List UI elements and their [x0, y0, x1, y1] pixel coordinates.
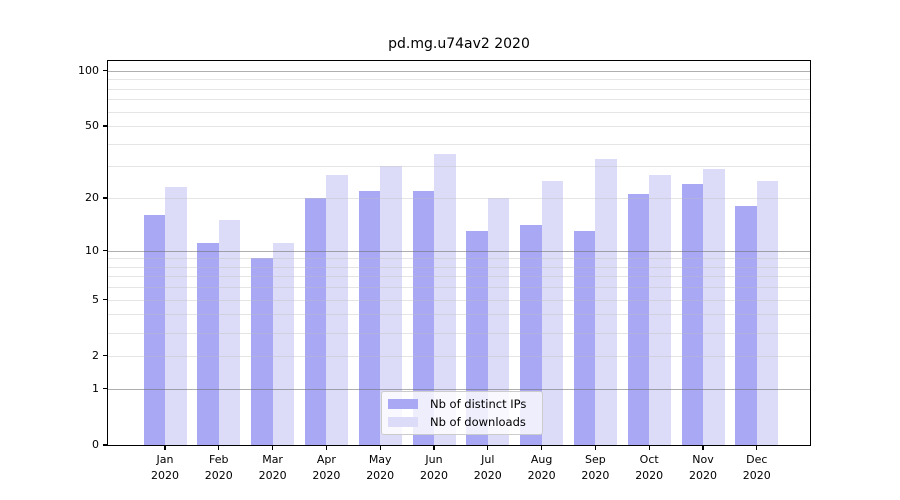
y-tick-label-5: 5	[92, 292, 99, 306]
x-tick-label-may: May 2020	[366, 453, 395, 482]
bar-ips-feb	[197, 243, 219, 445]
legend-label: Nb of distinct IPs	[430, 397, 527, 411]
bar-downloads-feb	[218, 220, 241, 445]
x-tick-mark	[648, 445, 650, 450]
chart-title: pd.mg.u74av2 2020	[388, 36, 530, 52]
bar-downloads-aug	[541, 180, 564, 445]
y-tick-mark	[103, 355, 107, 357]
x-tick-mark	[164, 445, 166, 450]
legend-label: Nb of downloads	[430, 415, 526, 429]
gridline-3	[108, 332, 810, 334]
x-tick-label-sep: Sep 2020	[581, 453, 610, 482]
legend-item-downloads: Nb of downloads	[388, 414, 536, 430]
x-tick-label-aug: Aug 2020	[527, 453, 556, 482]
y-tick-label-100: 100	[78, 63, 99, 77]
gridline-4	[108, 314, 810, 316]
bar-downloads-may	[380, 166, 402, 445]
gridline-60	[108, 111, 810, 113]
x-tick-mark	[325, 445, 327, 450]
bar-ips-mar	[251, 258, 273, 445]
bar-ips-oct	[627, 194, 650, 445]
gridline-8	[108, 266, 810, 268]
bar-downloads-oct	[649, 174, 671, 445]
gridline-2	[108, 355, 810, 357]
plot-area	[108, 61, 810, 445]
gridline-1	[108, 388, 810, 390]
bar-ips-may	[358, 190, 381, 445]
x-tick-mark	[541, 445, 543, 450]
y-tick-label-10: 10	[85, 243, 99, 257]
y-tick-mark	[103, 444, 107, 446]
bar-downloads-jun	[434, 154, 456, 445]
x-tick-mark	[487, 445, 489, 450]
gridline-5	[108, 299, 810, 301]
bar-downloads-apr	[326, 174, 348, 445]
bar-downloads-nov	[703, 169, 725, 445]
y-tick-label-50: 50	[85, 119, 99, 132]
y-tick-mark	[103, 70, 107, 72]
x-tick-label-jul: Jul 2020	[473, 453, 502, 482]
x-tick-label-mar: Mar 2020	[258, 453, 287, 482]
y-tick-mark	[103, 125, 107, 127]
distinct-ips-swatch-icon	[388, 399, 418, 409]
gridline-90	[108, 79, 810, 81]
gridline-100	[108, 70, 810, 72]
gridline-30	[108, 166, 810, 168]
legend-item-distinct-ips: Nb of distinct IPs	[388, 396, 536, 412]
x-tick-label-nov: Nov 2020	[689, 453, 717, 482]
gridline-7	[108, 276, 810, 278]
x-tick-mark	[272, 445, 274, 450]
x-tick-mark	[433, 445, 435, 450]
gridline-20	[108, 198, 810, 199]
bar-downloads-dec	[756, 180, 779, 445]
bar-downloads-jul	[487, 198, 510, 445]
x-tick-label-feb: Feb 2020	[204, 453, 233, 482]
bar-downloads-jan	[165, 187, 187, 445]
y-tick-mark	[103, 197, 107, 199]
bar-ips-jun	[412, 190, 434, 445]
gridline-10	[108, 250, 810, 252]
y-tick-label-2: 2	[92, 348, 99, 362]
x-tick-mark	[379, 445, 381, 450]
x-tick-label-oct: Oct 2020	[635, 453, 664, 482]
y-tick-label-1: 1	[92, 381, 99, 395]
y-tick-mark	[103, 249, 107, 252]
bar-downloads-mar	[272, 243, 295, 445]
gridline-70	[108, 99, 810, 101]
x-tick-mark	[594, 445, 596, 450]
y-tick-mark	[103, 388, 107, 390]
bar-ips-nov	[681, 183, 703, 445]
y-tick-mark	[103, 299, 107, 301]
bar-ips-apr	[304, 198, 327, 445]
x-tick-label-apr: Apr 2020	[312, 453, 341, 482]
bar-ips-aug	[520, 225, 542, 445]
legend: Nb of distinct IPs Nb of downloads	[381, 391, 543, 435]
bar-ips-sep	[573, 230, 596, 445]
x-tick-mark	[702, 445, 704, 450]
x-tick-mark	[218, 445, 220, 450]
gridline-6	[108, 287, 810, 289]
gridline-50	[108, 126, 810, 127]
x-tick-mark	[756, 445, 758, 450]
x-tick-label-jan: Jan 2020	[151, 453, 179, 482]
gridline-80	[108, 88, 810, 90]
bar-downloads-sep	[595, 158, 617, 445]
x-tick-label-dec: Dec 2020	[742, 453, 771, 482]
x-tick-label-jun: Jun 2020	[420, 453, 448, 482]
bar-ips-jan	[143, 215, 165, 445]
y-tick-label-20: 20	[85, 191, 99, 204]
y-tick-label-0: 0	[92, 438, 99, 451]
gridline-40	[108, 143, 810, 145]
downloads-swatch-icon	[388, 417, 418, 427]
gridline-9	[108, 258, 810, 260]
bar-ips-dec	[735, 206, 757, 445]
